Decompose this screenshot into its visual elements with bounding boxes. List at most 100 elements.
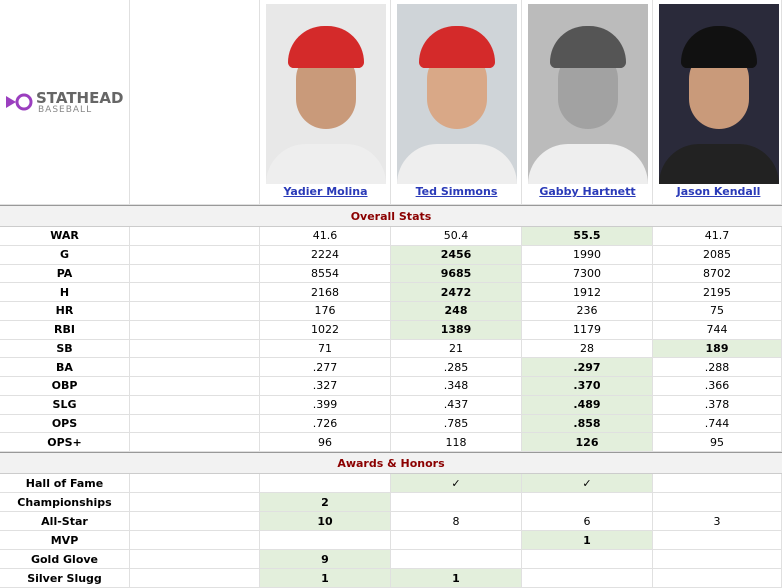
stat-cell: .288 [653,358,782,377]
stat-cell: 10 [260,512,391,531]
stat-cell: 71 [260,339,391,359]
stat-cell: 2224 [260,245,391,265]
stat-cell: 744 [653,320,782,340]
blank-cell [130,377,260,396]
player-photo [397,4,517,184]
logo-name: STATHEAD [36,89,124,107]
blank-cell [130,569,260,588]
stat-cell: 1 [391,569,522,588]
player-link[interactable]: Ted Simmons [415,185,498,198]
row-label: OPS [0,414,130,434]
stat-cell [391,550,522,569]
section-header: Overall Stats [0,205,782,227]
row-label: SB [0,339,130,359]
section-header: Awards & Honors [0,452,782,474]
player-cell [653,0,782,205]
logo-icon [6,93,33,111]
stat-cell: 126 [522,433,653,452]
row-label: SLG [0,395,130,415]
blank-cell [130,227,260,246]
row-label: BA [0,358,130,377]
stat-cell: 1022 [260,320,391,340]
stat-cell [260,474,391,493]
stat-cell: 176 [260,302,391,321]
player-photo [528,4,648,184]
blank-cell [130,550,260,569]
row-label: H [0,283,130,302]
stat-cell: 9 [260,550,391,569]
stat-cell: .378 [653,395,782,415]
blank-cell [130,493,260,512]
stat-cell: .366 [653,377,782,396]
stat-cell [522,550,653,569]
stat-cell: 28 [522,339,653,359]
stat-cell: 2168 [260,283,391,302]
stat-cell [391,493,522,512]
stat-cell: 96 [260,433,391,452]
stat-cell: 1912 [522,283,653,302]
stat-cell [653,550,782,569]
stat-cell: .858 [522,414,653,434]
stat-cell: .285 [391,358,522,377]
stat-cell [391,531,522,550]
stat-cell: ✓ [522,474,653,493]
row-label: Silver Slugg [0,569,130,588]
logo-sub: BASEBALL [38,105,93,115]
blank-cell [130,320,260,340]
stat-cell: 2472 [391,283,522,302]
stat-cell [653,531,782,550]
stat-cell: .348 [391,377,522,396]
row-label: MVP [0,531,130,550]
stat-cell: 6 [522,512,653,531]
row-label: All-Star [0,512,130,531]
stat-cell: 8 [391,512,522,531]
row-label: HR [0,302,130,321]
blank-cell [130,395,260,415]
stat-cell [522,493,653,512]
stat-cell [260,531,391,550]
stat-cell: 2 [260,493,391,512]
stat-cell: 1 [522,531,653,550]
stat-cell: 189 [653,339,782,359]
blank-cell [130,474,260,493]
player-photo [266,4,386,184]
blank-cell [130,358,260,377]
blank-cell [130,433,260,452]
stat-cell [653,569,782,588]
row-label: RBI [0,320,130,340]
stat-cell: .277 [260,358,391,377]
stat-cell: 8702 [653,264,782,284]
blank-cell [130,512,260,531]
stat-cell: 1389 [391,320,522,340]
stat-cell [653,474,782,493]
stat-cell: 41.6 [260,227,391,246]
player-link[interactable]: Yadier Molina [283,185,368,198]
stat-cell: 3 [653,512,782,531]
row-label: Hall of Fame [0,474,130,493]
blank-cell [130,264,260,284]
stat-cell: .437 [391,395,522,415]
stat-cell: 236 [522,302,653,321]
stat-cell [653,493,782,512]
blank-cell [130,302,260,321]
stat-cell: 1990 [522,245,653,265]
stat-cell: 7300 [522,264,653,284]
player-link[interactable]: Gabby Hartnett [539,185,636,198]
stat-cell: 41.7 [653,227,782,246]
player-photo [659,4,779,184]
stat-cell: .726 [260,414,391,434]
stat-cell: .744 [653,414,782,434]
player-cell [260,0,391,205]
stat-cell: 2085 [653,245,782,265]
blank-cell [130,245,260,265]
stat-cell: 55.5 [522,227,653,246]
stat-cell: 8554 [260,264,391,284]
stat-cell: 118 [391,433,522,452]
stat-cell: 95 [653,433,782,452]
row-label: Championships [0,493,130,512]
stat-cell: 2456 [391,245,522,265]
stat-cell: 21 [391,339,522,359]
stat-cell: 75 [653,302,782,321]
logo-cell: STATHEAD BASEBALL [0,0,130,205]
player-link[interactable]: Jason Kendall [676,185,761,198]
